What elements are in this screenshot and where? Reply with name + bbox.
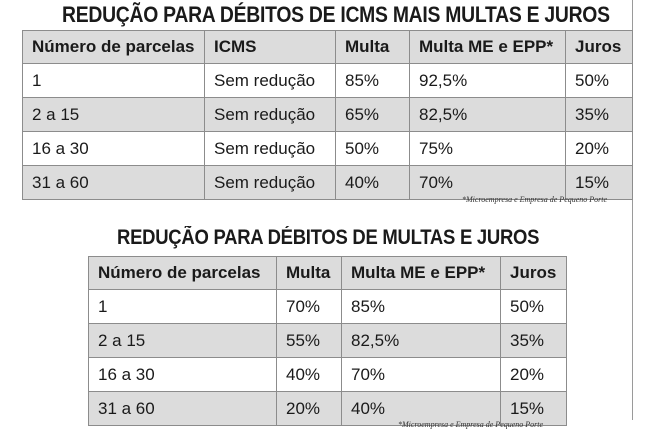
table-row: 16 a 30 Sem redução 50% 75% 20% bbox=[22, 131, 633, 166]
header-cell: Número de parcelas bbox=[22, 30, 205, 64]
table-cell: 20% bbox=[276, 391, 342, 426]
table-cell: 16 a 30 bbox=[88, 357, 277, 392]
table-row: 2 a 15 55% 82,5% 35% bbox=[88, 323, 567, 358]
table-cell: 82,5% bbox=[341, 323, 501, 358]
table-cell: 20% bbox=[565, 131, 633, 166]
table-row: 31 a 60 Sem redução 40% 70% 15% bbox=[22, 165, 633, 200]
table-2-footnote: *Microempresa e Empresa de Pequeno Porte bbox=[398, 420, 544, 429]
table-cell: 85% bbox=[341, 289, 501, 324]
table-cell: 75% bbox=[409, 131, 566, 166]
header-cell: Multa bbox=[276, 256, 342, 290]
table-cell: 35% bbox=[565, 97, 633, 132]
table-cell: 40% bbox=[276, 357, 342, 392]
page-divider-rule bbox=[632, 0, 633, 420]
table-row: 16 a 30 40% 70% 20% bbox=[88, 357, 567, 392]
table-cell: 2 a 15 bbox=[88, 323, 277, 358]
table-1-title: REDUÇÃO PARA DÉBITOS DE ICMS MAIS MULTAS… bbox=[62, 2, 610, 27]
header-cell: Juros bbox=[565, 30, 633, 64]
table-cell: 82,5% bbox=[409, 97, 566, 132]
header-cell: ICMS bbox=[204, 30, 336, 64]
icms-reduction-table: Número de parcelas ICMS Multa Multa ME e… bbox=[22, 30, 633, 200]
table-2-title: REDUÇÃO PARA DÉBITOS DE MULTAS E JUROS bbox=[117, 226, 540, 249]
table-cell: 92,5% bbox=[409, 63, 566, 98]
table-cell: Sem redução bbox=[204, 131, 336, 166]
table-cell: 70% bbox=[276, 289, 342, 324]
table-cell: 31 a 60 bbox=[88, 391, 277, 426]
table-header-row: Número de parcelas ICMS Multa Multa ME e… bbox=[22, 30, 633, 64]
table-cell: 40% bbox=[341, 391, 501, 426]
table-cell: 20% bbox=[500, 357, 567, 392]
table-cell: 16 a 30 bbox=[22, 131, 205, 166]
table-cell: 35% bbox=[500, 323, 567, 358]
table-row: 1 Sem redução 85% 92,5% 50% bbox=[22, 63, 633, 98]
table-cell: 1 bbox=[22, 63, 205, 98]
table-cell: 55% bbox=[276, 323, 342, 358]
table-cell: 50% bbox=[565, 63, 633, 98]
table-cell: 15% bbox=[565, 165, 633, 200]
table-row: 2 a 15 Sem redução 65% 82,5% 35% bbox=[22, 97, 633, 132]
header-cell: Multa bbox=[335, 30, 410, 64]
header-cell: Número de parcelas bbox=[88, 256, 277, 290]
header-cell: Multa ME e EPP* bbox=[409, 30, 566, 64]
table-row: 1 70% 85% 50% bbox=[88, 289, 567, 324]
table-cell: 50% bbox=[500, 289, 567, 324]
table-cell: 65% bbox=[335, 97, 410, 132]
table-cell: 70% bbox=[409, 165, 566, 200]
table-cell: Sem redução bbox=[204, 63, 336, 98]
fines-interest-reduction-table: Número de parcelas Multa Multa ME e EPP*… bbox=[88, 256, 567, 426]
table-cell: Sem redução bbox=[204, 97, 336, 132]
table-row: 31 a 60 20% 40% 15% bbox=[88, 391, 567, 426]
table-cell: 50% bbox=[335, 131, 410, 166]
table-cell: 15% bbox=[500, 391, 567, 426]
table-cell: 70% bbox=[341, 357, 501, 392]
header-cell: Multa ME e EPP* bbox=[341, 256, 501, 290]
table-1-footnote: *Microempresa e Empresa de Pequeno Porte bbox=[462, 195, 608, 204]
table-cell: 85% bbox=[335, 63, 410, 98]
table-cell: 40% bbox=[335, 165, 410, 200]
table-header-row: Número de parcelas Multa Multa ME e EPP*… bbox=[88, 256, 567, 290]
table-cell: Sem redução bbox=[204, 165, 336, 200]
table-cell: 31 a 60 bbox=[22, 165, 205, 200]
table-cell: 2 a 15 bbox=[22, 97, 205, 132]
header-cell: Juros bbox=[500, 256, 567, 290]
table-cell: 1 bbox=[88, 289, 277, 324]
